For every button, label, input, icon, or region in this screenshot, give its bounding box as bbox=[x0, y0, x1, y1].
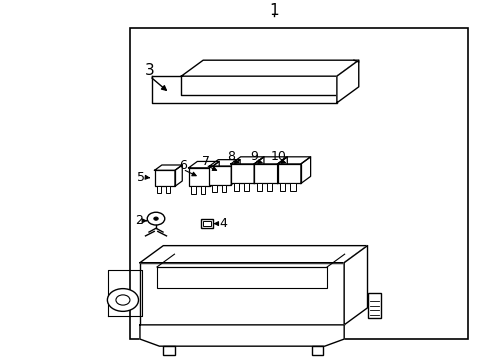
Bar bbox=[280, 184, 285, 191]
Text: 3: 3 bbox=[144, 63, 154, 78]
Bar bbox=[290, 184, 295, 191]
Text: 8: 8 bbox=[226, 150, 234, 163]
Text: 2: 2 bbox=[135, 214, 142, 227]
Bar bbox=[221, 185, 226, 192]
Polygon shape bbox=[152, 76, 336, 103]
Bar bbox=[157, 186, 161, 193]
Text: 9: 9 bbox=[250, 150, 258, 163]
Bar bbox=[254, 164, 277, 184]
Bar bbox=[212, 185, 217, 192]
Bar bbox=[200, 186, 205, 194]
Text: 5: 5 bbox=[137, 171, 145, 184]
Polygon shape bbox=[336, 60, 358, 103]
Bar bbox=[257, 184, 262, 191]
Bar bbox=[277, 164, 300, 184]
Bar bbox=[163, 346, 175, 355]
Polygon shape bbox=[181, 60, 358, 76]
Bar bbox=[165, 186, 170, 193]
Bar bbox=[130, 28, 467, 339]
Text: 6: 6 bbox=[179, 159, 186, 172]
Bar bbox=[157, 267, 326, 288]
Bar bbox=[209, 166, 231, 185]
Circle shape bbox=[107, 289, 138, 311]
Bar bbox=[311, 346, 323, 355]
Bar bbox=[266, 184, 272, 191]
Circle shape bbox=[116, 295, 130, 305]
Circle shape bbox=[147, 212, 164, 225]
Bar bbox=[188, 168, 210, 186]
Polygon shape bbox=[140, 246, 367, 263]
Bar bbox=[191, 186, 196, 194]
Text: 1: 1 bbox=[268, 3, 278, 18]
Bar bbox=[243, 184, 248, 191]
Bar bbox=[203, 221, 210, 226]
Text: 7: 7 bbox=[201, 155, 209, 168]
Text: 10: 10 bbox=[270, 150, 286, 163]
Bar bbox=[233, 184, 238, 191]
Bar bbox=[368, 293, 380, 318]
Polygon shape bbox=[140, 325, 344, 346]
Bar bbox=[201, 219, 213, 228]
Polygon shape bbox=[344, 246, 367, 325]
Bar bbox=[154, 170, 175, 186]
Bar bbox=[230, 164, 254, 184]
Circle shape bbox=[154, 217, 158, 220]
Text: 4: 4 bbox=[219, 217, 226, 230]
Bar bbox=[140, 263, 344, 325]
